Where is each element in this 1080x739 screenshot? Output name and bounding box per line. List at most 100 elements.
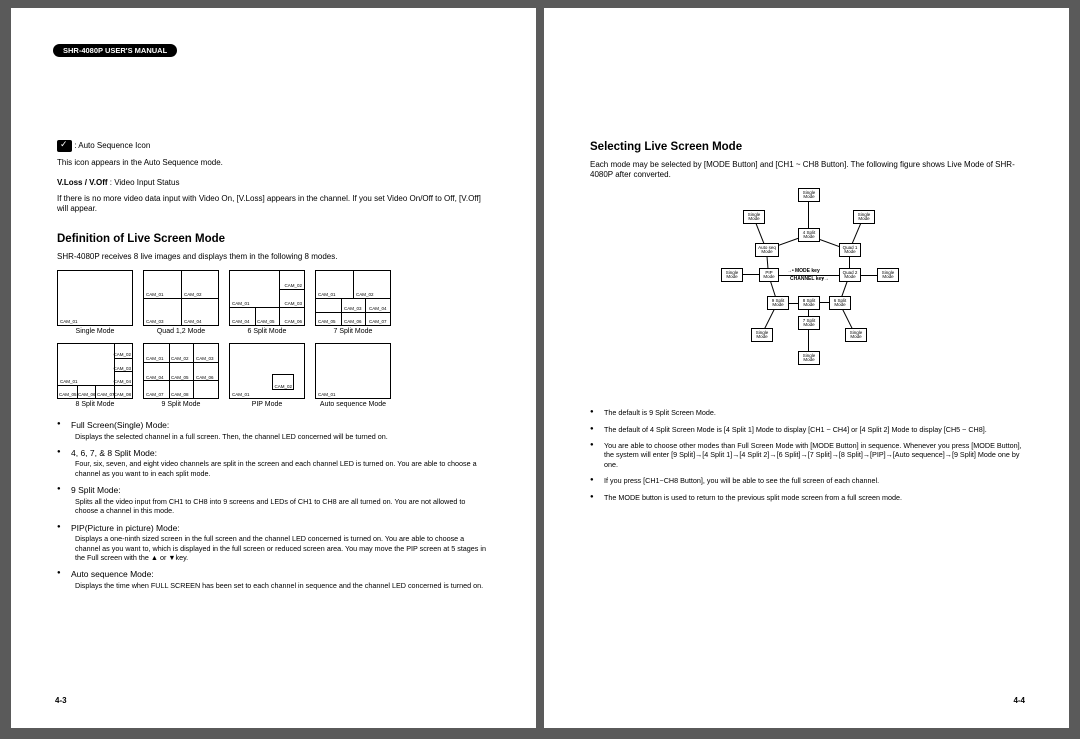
- cam-label: CAM_08: [171, 392, 189, 398]
- vloss-text: If there is no more video data input wit…: [57, 194, 490, 214]
- cam-label: CAM_01: [60, 379, 78, 385]
- mode-autoseq: CAM_01 Auto sequence Mode: [315, 343, 391, 410]
- diagram-node: Single Mode: [721, 268, 743, 282]
- bullet-title: PIP(Picture in picture) Mode:: [71, 523, 490, 534]
- cam-label: CAM_07: [369, 319, 387, 325]
- mode-8split: CAM_02 CAM_03 CAM_01 CAM_04 CAM_05 CAM_0…: [57, 343, 133, 410]
- cam-label: CAM_05: [318, 319, 336, 325]
- cam-label: CAM_04: [146, 375, 164, 381]
- page-left: SHR-4080P USER'S MANUAL : Auto Sequence …: [11, 8, 536, 728]
- mode-label: 9 Split Mode: [143, 401, 219, 410]
- cam-label: CAM_06: [196, 375, 214, 381]
- modes-grid: CAM_01 Single Mode CAM_01 CAM_02 CAM_03 …: [57, 270, 490, 410]
- cam-label: CAM_08: [113, 392, 131, 398]
- cam-label: CAM_01: [318, 392, 336, 398]
- cam-label: CAM_01: [146, 356, 164, 362]
- mode-single: CAM_01 Single Mode: [57, 270, 133, 337]
- selecting-intro: Each mode may be selected by [MODE Butto…: [590, 160, 1023, 180]
- diagram-node: 9 Split Mode: [767, 296, 789, 310]
- mode-7split: CAM_01 CAM_02 CAM_03 CAM_04 CAM_05 CAM_0…: [315, 270, 391, 337]
- cam-label: CAM_02: [171, 356, 189, 362]
- mode-label: 8 Split Mode: [57, 401, 133, 410]
- mode-label: Auto sequence Mode: [315, 401, 391, 410]
- cam-label: CAM_01: [318, 292, 336, 298]
- diagram-arrow-icon: →•: [787, 268, 794, 274]
- bullet-body: Displays the time when FULL SCREEN has b…: [71, 581, 490, 590]
- diagram-node: Single Mode: [845, 328, 867, 342]
- auto-seq-label: : Auto Sequence Icon: [74, 141, 150, 150]
- diagram-node: 7 Split Mode: [798, 316, 820, 330]
- diagram-node: Single Mode: [798, 188, 820, 202]
- page-right: Selecting Live Screen Mode Each mode may…: [544, 8, 1069, 728]
- bullet-item: PIP(Picture in picture) Mode: Displays a…: [67, 523, 490, 563]
- cam-label: CAM_03: [344, 306, 362, 312]
- diagram-node: Auto seq Mode: [755, 243, 779, 257]
- bullet-item: You are able to choose other modes than …: [600, 441, 1023, 469]
- diagram-arrow-icon: •→: [822, 276, 829, 282]
- auto-sequence-icon: [57, 140, 72, 152]
- bullet-title: 4, 6, 7, & 8 Split Mode:: [71, 448, 490, 459]
- cam-label: CAM_02: [356, 292, 374, 298]
- page-spread: SHR-4080P USER'S MANUAL : Auto Sequence …: [11, 8, 1069, 728]
- auto-seq-text: This icon appears in the Auto Sequence m…: [57, 158, 490, 168]
- cam-label: CAM_02: [113, 352, 131, 358]
- diagram-node: 6 Split Mode: [829, 296, 851, 310]
- diagram-center-label: CHANNEL key: [790, 276, 824, 282]
- diagram-node: Single Mode: [751, 328, 773, 342]
- diagram-center-label: MODE key: [795, 268, 820, 274]
- cam-label: CAM_01: [232, 301, 250, 307]
- bullet-title: Full Screen(Single) Mode:: [71, 420, 490, 431]
- mode-pip: CAM_01 CAM_02 PIP Mode: [229, 343, 305, 410]
- diagram-node: Quad 1 Mode: [839, 243, 861, 257]
- diagram-node: PIP Mode: [759, 268, 779, 282]
- diagram-node: 8 Split Mode: [798, 296, 820, 310]
- diagram-node: Single Mode: [877, 268, 899, 282]
- mode-label: PIP Mode: [229, 401, 305, 410]
- definition-intro: SHR-4080P receives 8 live images and dis…: [57, 252, 490, 262]
- cam-label: CAM_06: [344, 319, 362, 325]
- bullet-body: Displays a one-ninth sized screen in the…: [71, 534, 490, 562]
- mode-label: 7 Split Mode: [315, 328, 391, 337]
- cam-label: CAM_04: [232, 319, 250, 325]
- mode-diagram: Single Mode4 Split ModeSingle ModeSingle…: [659, 188, 954, 398]
- cam-label: CAM_04: [184, 319, 202, 325]
- definition-heading: Definition of Live Screen Mode: [57, 232, 490, 246]
- bullet-item: If you press [CH1~CH8 Button], you will …: [600, 476, 1023, 485]
- bullet-item: The default is 9 Split Screen Mode.: [600, 408, 1023, 417]
- mode-quad: CAM_01 CAM_02 CAM_03 CAM_04 Quad 1,2 Mod…: [143, 270, 219, 337]
- cam-label: CAM_04: [369, 306, 387, 312]
- cam-label: CAM_03: [284, 301, 302, 307]
- manual-header: SHR-4080P USER'S MANUAL: [53, 44, 177, 57]
- mode-9split: CAM_01 CAM_02 CAM_03 CAM_04 CAM_05 CAM_0…: [143, 343, 219, 410]
- cam-label: CAM_07: [97, 392, 115, 398]
- mode-label: Quad 1,2 Mode: [143, 328, 219, 337]
- vloss-bold: V.Loss / V.Off: [57, 178, 108, 187]
- bullet-title: 9 Split Mode:: [71, 485, 490, 496]
- bullet-item: Auto sequence Mode: Displays the time wh…: [67, 569, 490, 590]
- bullet-item: Full Screen(Single) Mode: Displays the s…: [67, 420, 490, 441]
- bullet-item: 9 Split Mode: Splits all the video input…: [67, 485, 490, 515]
- cam-label: CAM_07: [146, 392, 164, 398]
- cam-label: CAM_06: [284, 319, 302, 325]
- auto-seq-line: : Auto Sequence Icon: [57, 140, 490, 152]
- vloss-rest: : Video Input Status: [108, 178, 180, 187]
- cam-label: CAM_02: [274, 384, 292, 390]
- diagram-node: Quad 2 Mode: [839, 268, 861, 282]
- cam-label: CAM_01: [60, 319, 78, 325]
- cam-label: CAM_03: [196, 356, 214, 362]
- mode-6split: CAM_02 CAM_01 CAM_03 CAM_04 CAM_05 CAM_0…: [229, 270, 305, 337]
- cam-label: CAM_01: [232, 392, 250, 398]
- vloss-line: V.Loss / V.Off : Video Input Status: [57, 178, 490, 188]
- bullet-title: Auto sequence Mode:: [71, 569, 490, 580]
- cam-label: CAM_06: [78, 392, 96, 398]
- cam-label: CAM_02: [184, 292, 202, 298]
- page-number: 4-4: [1013, 696, 1025, 706]
- cam-label: CAM_05: [171, 375, 189, 381]
- diagram-node: Single Mode: [798, 351, 820, 365]
- mode-label: 6 Split Mode: [229, 328, 305, 337]
- diagram-node: Single Mode: [743, 210, 765, 224]
- bullet-body: Four, six, seven, and eight video channe…: [71, 459, 490, 478]
- page-number: 4-3: [55, 696, 67, 706]
- cam-label: CAM_03: [146, 319, 164, 325]
- cam-label: CAM_01: [146, 292, 164, 298]
